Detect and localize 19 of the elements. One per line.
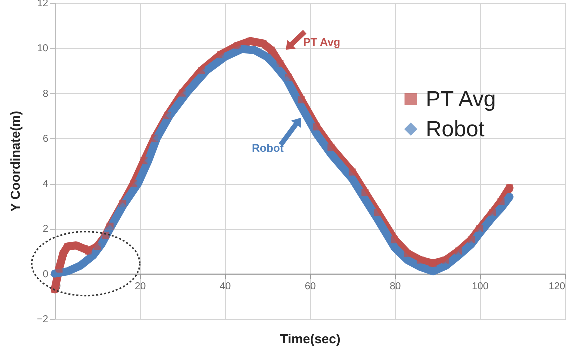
- x-tick-label: 60: [304, 281, 316, 292]
- annotation: Robot: [252, 143, 284, 155]
- y-tick-label: 0: [42, 269, 49, 280]
- y-tick-label: 8: [42, 88, 49, 100]
- y-tick-label: 4: [42, 179, 49, 190]
- y-axis-title: Y Coordinate(m): [8, 111, 24, 212]
- y-tick-label: 2: [42, 224, 49, 236]
- x-tick-label: 80: [390, 281, 402, 292]
- x-tick-label: 20: [134, 281, 146, 292]
- y-tick-label: 10: [37, 44, 49, 55]
- x-tick-label: 120: [548, 281, 566, 292]
- legend-label: PT Avg: [426, 86, 496, 112]
- x-axis-title: Time(sec): [280, 331, 341, 346]
- x-tick-label: 100: [472, 281, 490, 292]
- y-tick-label: 6: [42, 134, 49, 145]
- x-tick-label: 40: [220, 281, 232, 292]
- legend-label: Robot: [426, 116, 485, 142]
- annotation: PT Avg: [303, 37, 341, 49]
- y-tick-label: −2: [37, 314, 49, 326]
